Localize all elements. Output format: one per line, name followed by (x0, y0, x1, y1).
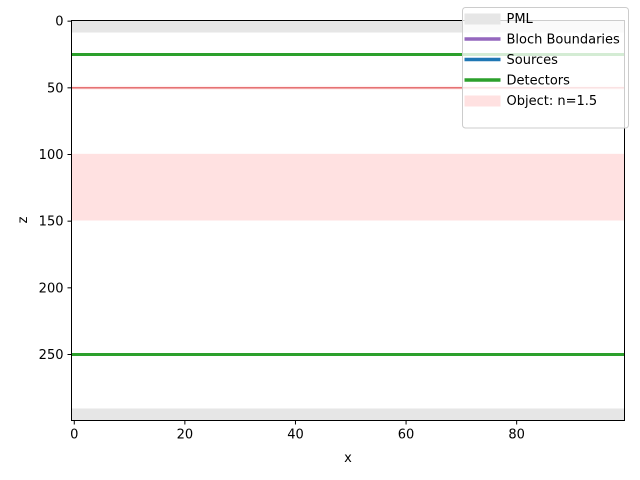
x-tick-label-1: 20 (177, 428, 194, 443)
y-tick-label-4: 200 (39, 281, 64, 296)
x-axis-label: x (344, 451, 352, 466)
y-tick-label-1: 50 (47, 81, 64, 96)
legend-label-3: Detectors (507, 74, 571, 89)
y-axis: 0 50 100 150 200 250 (39, 15, 72, 363)
y-tick-label-5: 250 (39, 348, 64, 363)
legend-swatch-0 (464, 13, 501, 25)
region-2 (71, 153, 625, 221)
x-axis: 0 20 40 60 80 (70, 420, 525, 443)
y-axis-label: z (16, 216, 31, 223)
x-tick-label-3: 60 (398, 428, 415, 443)
region-1 (71, 408, 625, 421)
legend-label-1: Bloch Boundaries (507, 33, 621, 48)
legend-label-0: PML (507, 12, 534, 27)
y-tick-label-3: 150 (39, 215, 64, 230)
legend-label-4: Object: n=1.5 (507, 94, 598, 109)
legend-label-2: Sources (507, 53, 559, 68)
y-tick-label-2: 100 (39, 148, 64, 163)
legend: PML Bloch Boundaries Sources Detectors Objec… (462, 7, 629, 129)
regions-layer (71, 20, 625, 421)
legend-box (462, 7, 629, 129)
y-tick-label-0: 0 (55, 15, 63, 30)
x-tick-label-4: 80 (508, 428, 525, 443)
legend-swatch-4 (464, 95, 501, 107)
x-tick-label-0: 0 (70, 428, 78, 443)
x-tick-label-2: 40 (287, 428, 304, 443)
plot-frame (71, 20, 625, 421)
